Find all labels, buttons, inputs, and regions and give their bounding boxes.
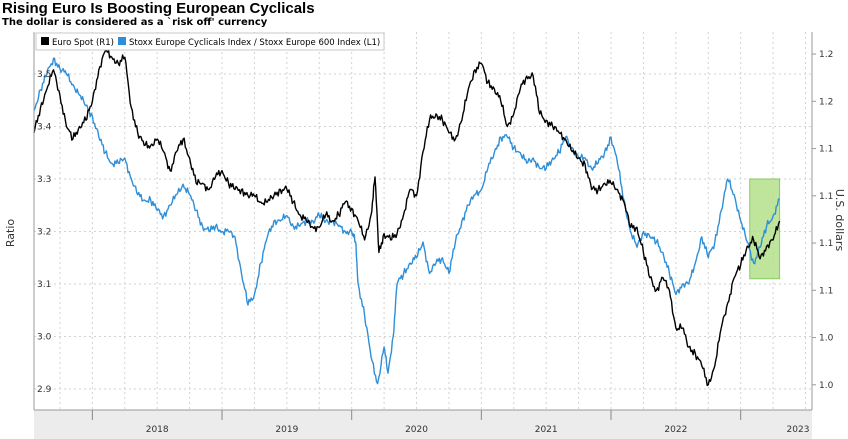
x-tick-label: 2022 (664, 425, 687, 435)
left-tick-label: 3.5 (37, 70, 51, 80)
plot-area (34, 32, 812, 410)
gridlines (34, 32, 812, 410)
left-tick-label: 3.0 (37, 333, 52, 343)
left-tick-label: 3.2 (37, 228, 51, 238)
legend-swatch-euro (41, 37, 49, 45)
right-tick-label: 1.1 (819, 192, 833, 202)
left-axis-label: Ratio (4, 219, 17, 248)
right-tick-label: 1.1 (819, 145, 833, 155)
right-tick-label: 1.0 (819, 334, 834, 344)
right-tick-label: 1.1 (819, 286, 833, 296)
x-tick-label: 2020 (405, 425, 428, 435)
left-tick-label: 2.9 (37, 385, 52, 395)
series-lines (33, 49, 781, 387)
legend-label-stoxx: Stoxx Europe Cyclicals Index / Stoxx Eur… (129, 38, 380, 48)
left-tick-label: 3.4 (37, 123, 52, 133)
left-tick-label: 3.1 (37, 280, 51, 290)
right-tick-label: 1.1 (819, 239, 833, 249)
right-tick-label: 1.0 (819, 381, 834, 391)
x-axis-band (34, 410, 812, 439)
right-tick-label: 1.2 (819, 50, 833, 60)
right-tick-label: 1.2 (819, 97, 833, 107)
series-line-stoxx-ratio (33, 57, 781, 385)
x-tick-label: 2018 (146, 425, 169, 435)
x-axis: 2018 2019 2020 2021 2022 2023 (34, 409, 812, 439)
right-axis-label: U.S. dollars (833, 189, 846, 252)
right-axis: 1.0 1.0 1.1 1.1 1.1 1.1 1.2 1.2 (812, 50, 834, 391)
chart-subtitle: The dollar is considered as a `risk off'… (2, 17, 268, 28)
x-tick-label: 2021 (535, 425, 558, 435)
x-tick-label: 2019 (275, 425, 298, 435)
chart-title: Rising Euro Is Boosting European Cyclica… (2, 0, 315, 17)
series-line-euro-spot (33, 49, 781, 387)
left-tick-label: 3.3 (37, 175, 51, 185)
legend-label-euro: Euro Spot (R1) (52, 38, 114, 48)
x-tick-label: 2023 (787, 425, 810, 435)
legend: Euro Spot (R1) Stoxx Europe Cyclicals In… (35, 32, 385, 51)
legend-swatch-stoxx (118, 37, 126, 45)
left-axis: 2.9 3.0 3.1 3.2 3.3 3.4 3.5 (37, 70, 52, 395)
